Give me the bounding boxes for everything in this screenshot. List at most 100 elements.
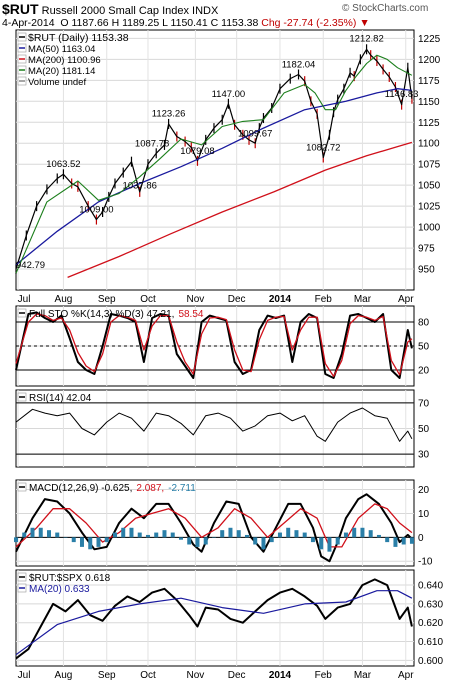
legend-label: MACD(12,26,9) -0.625,: [29, 483, 132, 494]
rsi-y-tick-label: 50: [418, 424, 430, 435]
x-tick-label: Nov: [187, 670, 205, 681]
price-y-tick-label: 1150: [418, 97, 440, 108]
ratio-series-rut-spx: [15, 578, 413, 660]
macd-histogram-bar: [195, 537, 200, 547]
legend-label: RSI(14) 42.04: [29, 393, 92, 404]
x-tick-label: Jul: [18, 670, 31, 681]
price-annotation: 1182.04: [282, 59, 316, 70]
watermark: © StockCharts.com: [342, 3, 429, 14]
rsi-series-rsi: [15, 407, 413, 442]
macd-histogram-bar: [335, 537, 340, 545]
legend-label: Full STO %K(14,3) %D(3) 47.21,: [29, 309, 174, 320]
macd-histogram-bar: [22, 532, 27, 538]
chart-title-line: $RUT Russell 2000 Small Cap Index INDX: [2, 1, 218, 17]
macd-y-tick-label: 20: [418, 485, 430, 496]
x-tick-label: Sep: [98, 294, 116, 305]
price-y-tick-label: 975: [418, 244, 435, 255]
macd-histogram-bar: [187, 537, 192, 545]
macd-histogram-bar: [88, 537, 93, 550]
legend-label: MA(50) 1163.04: [28, 44, 95, 55]
price-panel-frame: [15, 29, 415, 291]
macd-histogram-bar: [286, 527, 291, 538]
macd-series-signal: [15, 503, 413, 548]
price-series-ma-200: [67, 141, 413, 279]
price-y-tick-label: 1100: [418, 139, 440, 150]
price-y-tick-label: 950: [418, 265, 435, 276]
price-annotation: 1123.26: [152, 109, 186, 120]
x-tick-label: 2014: [269, 670, 292, 681]
macd-histogram-bar: [112, 532, 117, 538]
x-tick-label: Aug: [55, 294, 73, 305]
price-annotation: 1147.00: [212, 89, 246, 100]
open-value: O 1187.66: [60, 17, 109, 29]
legend-label: -2.711: [168, 483, 196, 494]
x-tick-label: Apr: [398, 670, 414, 681]
macd-y-tick-label: -10: [418, 557, 433, 568]
macd-histogram-bar: [228, 527, 233, 538]
legend-label: 58.54: [178, 309, 203, 320]
macd-histogram-bar: [14, 537, 18, 543]
macd-histogram-bar: [55, 532, 60, 538]
change-value: Chg -27.74 (-2.35%): [261, 17, 357, 29]
price-annotation: 1079.08: [180, 146, 214, 157]
quote-date: 4-Apr-2014: [2, 17, 55, 29]
price-series-ma-50: [15, 88, 412, 266]
close-value: C 1153.38: [210, 17, 259, 29]
price-annotation: 1099.67: [238, 129, 272, 140]
price-y-tick-label: 1175: [418, 76, 440, 87]
x-tick-label: Mar: [354, 294, 372, 305]
ratio-y-tick-label: 0.610: [418, 637, 443, 648]
price-y-tick-label: 1000: [418, 223, 441, 234]
legend-label: MA(20) 0.633: [29, 584, 90, 595]
x-tick-label: Oct: [140, 670, 156, 681]
macd-histogram-bar: [211, 537, 216, 538]
legend-label: MA(200) 1100.96: [28, 55, 101, 66]
macd-histogram-bar: [236, 530, 241, 538]
x-tick-label: Feb: [315, 670, 333, 681]
exchange: INDX: [192, 5, 219, 17]
price-annotation: 1037.86: [123, 180, 157, 191]
x-tick-label: Dec: [228, 670, 246, 681]
price-y-tick-label: 1200: [418, 55, 441, 66]
macd-histogram-bar: [46, 530, 51, 538]
macd-histogram-bar: [79, 537, 84, 547]
macd-histogram-bar: [327, 537, 332, 552]
price-y-tick-label: 1050: [418, 181, 441, 192]
price-annotation: 1063.52: [46, 159, 80, 170]
macd-histogram-bar: [137, 532, 142, 538]
macd-histogram-bar: [261, 537, 266, 550]
macd-histogram-bar: [162, 530, 167, 538]
price-y-tick-label: 1075: [418, 160, 441, 171]
low-value: L 1150.41: [162, 17, 208, 29]
macd-histogram-bar: [401, 537, 406, 545]
macd-histogram-bar: [302, 532, 307, 538]
stochastic-series-d: [15, 313, 413, 378]
macd-histogram-bar: [129, 527, 134, 538]
macd-histogram-bar: [277, 532, 282, 538]
macd-histogram-bar: [360, 527, 365, 538]
macd-y-tick-label: 0: [418, 533, 424, 544]
macd-histogram-bar: [368, 530, 373, 538]
macd-histogram-bar: [178, 537, 183, 540]
ratio-y-tick-label: 0.600: [418, 656, 443, 667]
macd-histogram-bar: [121, 527, 126, 538]
macd-histogram-bar: [393, 537, 398, 547]
down-arrow-icon: ▼: [359, 17, 370, 29]
x-tick-label: Apr: [398, 294, 414, 305]
macd-histogram-bar: [203, 537, 208, 545]
macd-histogram-bar: [244, 534, 249, 538]
price-annotation: 942.79: [16, 260, 45, 271]
ratio-panel-frame: [15, 569, 415, 667]
price-annotation: 1146.83: [385, 89, 419, 100]
macd-histogram-bar: [294, 530, 299, 538]
price-series-rut: [15, 48, 413, 270]
symbol: $RUT: [2, 1, 39, 17]
macd-histogram-bar: [376, 534, 381, 538]
macd-histogram-bar: [352, 527, 357, 538]
x-tick-label: Sep: [98, 670, 116, 681]
macd-histogram-bar: [154, 532, 159, 538]
legend-label: $RUT (Daily) 1153.38: [28, 32, 129, 44]
macd-histogram-bar: [63, 537, 68, 538]
stochastic-series-k: [15, 311, 413, 379]
